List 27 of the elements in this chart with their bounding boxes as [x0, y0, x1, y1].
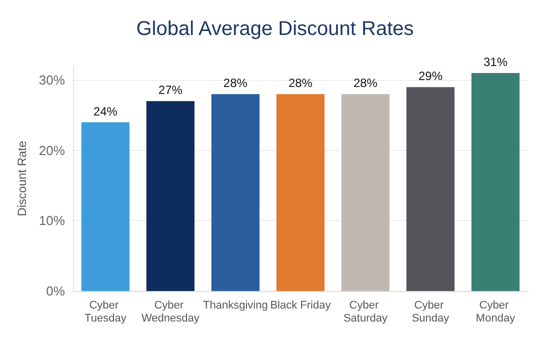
- bar: [146, 101, 194, 291]
- x-tick-label: Cyber Sunday: [412, 300, 450, 324]
- bar: [341, 94, 390, 291]
- y-tick-label: 20%: [38, 142, 66, 158]
- bar: [276, 94, 325, 291]
- x-tick-label: Black Friday: [270, 300, 332, 312]
- data-label: 28%: [223, 76, 248, 90]
- x-tick-label: Cyber Tuesday: [84, 300, 127, 324]
- data-label: 28%: [353, 76, 378, 90]
- y-tick-label: 10%: [38, 213, 66, 228]
- y-tick-label: 30%: [38, 72, 66, 88]
- x-tick-label: Cyber Saturday: [343, 300, 388, 324]
- data-label: 29%: [418, 69, 443, 84]
- bar: [211, 94, 260, 291]
- x-tick-label: Cyber Monday: [476, 300, 516, 324]
- y-tick-label: 0%: [46, 284, 66, 298]
- data-label: 31%: [483, 55, 508, 70]
- x-tick-label: Cyber Wednesday: [141, 300, 200, 324]
- data-label: 27%: [158, 83, 183, 98]
- bar: [406, 87, 455, 291]
- x-tick-label: Thanksgiving: [203, 300, 268, 312]
- bar: [81, 122, 130, 291]
- y-axis-title: Discount Rate: [15, 140, 29, 216]
- chart-title: Global Average Discount Rates: [136, 18, 414, 40]
- data-label: 28%: [288, 76, 313, 90]
- data-label: 24%: [93, 104, 118, 118]
- bar: [471, 73, 520, 291]
